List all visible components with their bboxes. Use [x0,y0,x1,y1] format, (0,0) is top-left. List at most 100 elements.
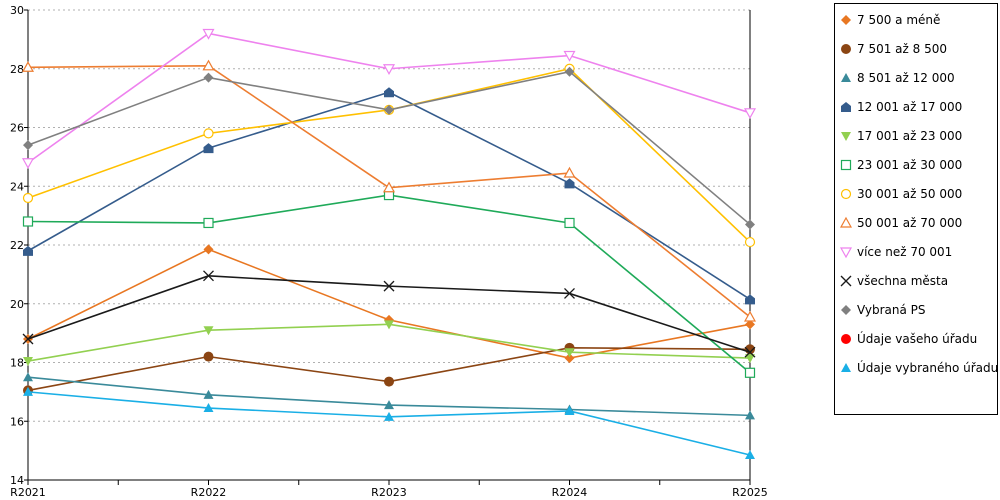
data-point [203,143,214,154]
data-point [23,372,33,382]
legend-marker-icon [841,132,851,141]
data-point [745,354,755,364]
series-10 [22,270,756,358]
data-point [744,236,756,248]
series-5 [23,320,755,367]
data-point [564,288,575,299]
data-point [202,59,215,71]
legend-marker-icon [841,363,851,372]
legend-item: více než 70 001 [839,242,952,262]
series-line [27,323,751,362]
y-tick-label: 24 [10,180,24,193]
series-line [27,275,751,353]
legend-marker-icon [841,102,851,112]
series-9 [21,28,757,169]
data-point [21,158,35,169]
data-point [23,245,33,256]
y-axis-tick-labels: 14 16 18 20 22 24 26 28 30 [10,4,24,487]
legend-item: 7 501 až 8 500 [839,39,947,59]
legend-item: 8 501 až 12 000 [839,68,955,88]
legend-marker [841,363,851,372]
legend-marker [839,247,853,259]
legend-label: 7 501 až 8 500 [857,42,947,56]
legend-marker-icon [841,73,851,82]
data-point [23,386,33,396]
y-tick-label: 26 [10,122,24,135]
data-point [203,389,214,399]
data-point [563,166,576,178]
legend-item: 17 001 až 23 000 [839,126,962,146]
data-point [203,351,214,362]
data-point [745,450,755,460]
legend-marker-icon [840,275,852,287]
data-point [22,216,34,227]
data-point [202,28,215,40]
legend-label: Údaje vybraného úřadu [857,361,999,375]
y-tick-label: 14 [10,474,24,487]
legend-item: Údaje vybraného úřadu [839,358,998,378]
legend-label: 50 001 až 70 000 [857,216,963,230]
data-point [203,326,214,336]
legend-marker [841,44,851,54]
data-point [384,411,394,421]
legend-marker [841,102,851,112]
axes [24,9,751,485]
data-point [22,333,34,345]
data-point [23,357,33,367]
data-point [203,403,214,413]
y-tick-label: 30 [10,4,24,17]
series-line [27,194,751,374]
legend-marker [841,15,851,25]
data-point [384,87,394,98]
y-tick-label: 22 [10,239,24,252]
data-point [744,346,756,358]
legend-item: Vybraná PS [839,300,926,320]
legend-marker [840,159,852,171]
data-point [22,192,34,204]
y-tick-label: 16 [10,415,24,428]
data-point [382,64,396,75]
legend-marker-icon [841,15,851,25]
series-line [27,32,751,164]
data-point [384,376,394,387]
legend-marker [841,73,851,82]
legend-marker [841,305,851,315]
data-point [744,367,756,378]
data-point [203,244,214,255]
legend-marker-icon [840,188,852,200]
data-point [203,270,214,282]
legend-item: všechna města [839,271,948,291]
legend-marker-icon [841,305,851,315]
legend-item: Údaje vašeho úřadu [839,329,977,349]
data-point [743,310,757,322]
x-tick-label: R2025 [732,486,768,499]
legend-label: 12 001 až 17 000 [857,100,963,114]
legend-marker [841,334,851,344]
data-point [383,280,395,292]
legend-label: více než 70 001 [857,245,953,259]
data-point [745,410,755,420]
series-6 [22,189,756,378]
legend-item: 12 001 až 17 000 [839,97,962,117]
x-tick-label: R2024 [552,486,588,499]
legend-marker-icon [839,216,853,228]
legend-label: všechna města [857,274,949,288]
legend-label: Vybraná PS [857,303,926,317]
data-point [564,348,575,358]
legend-marker [841,132,851,141]
y-tick-label: 18 [10,357,24,370]
legend-label: 8 501 až 12 000 [857,71,955,85]
legend-item: 50 001 až 70 000 [839,213,962,233]
x-tick-label: R2023 [371,486,407,499]
data-point [384,104,394,115]
legend-label: 30 001 až 50 000 [857,187,963,201]
y-tick-label: 28 [10,63,24,76]
legend-marker-icon [841,44,851,54]
x-tick-label: R2022 [191,486,227,499]
data-point [384,320,394,330]
legend-marker [840,275,852,287]
legend-item: 30 001 až 50 000 [839,184,962,204]
legend-item: 23 001 až 30 000 [839,155,962,175]
legend-label: 23 001 až 30 000 [857,158,963,172]
legend-label: 7 500 a méně [857,13,941,27]
